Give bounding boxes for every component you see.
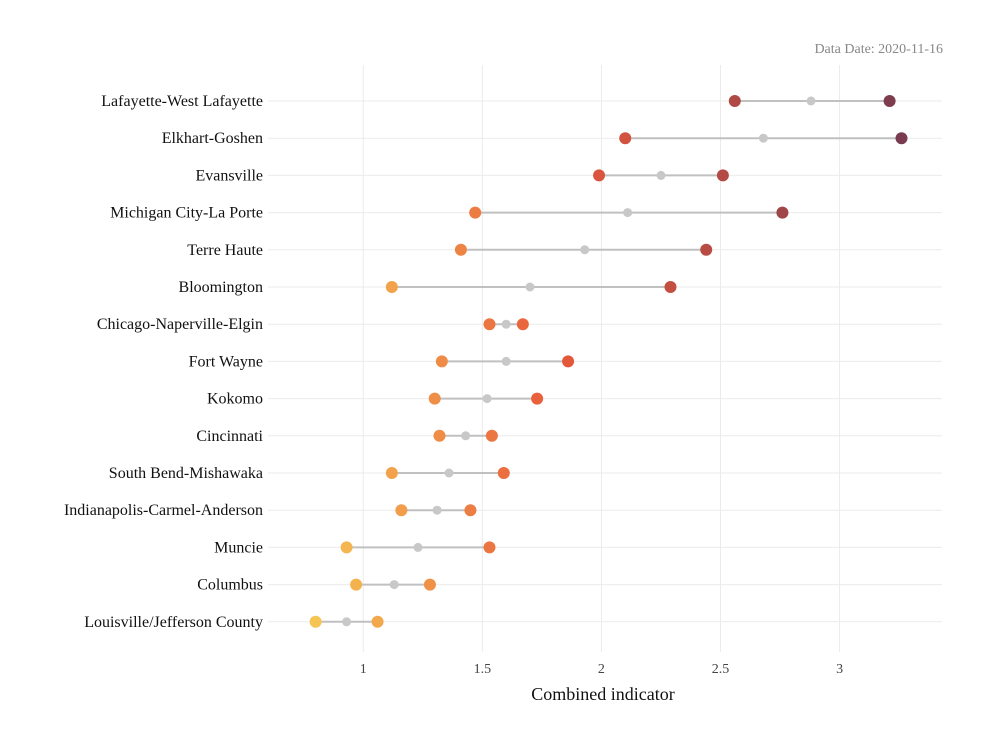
y-axis-labels: Lafayette-West Lafayette Elkhart-Goshen Ev… [64, 93, 264, 631]
x-tick-label: 2.5 [712, 662, 730, 677]
category-label: Indianapolis-Carmel-Anderson [64, 502, 263, 519]
category-label: Lafayette-West Lafayette [101, 93, 263, 110]
high-point [485, 429, 498, 442]
high-point [700, 243, 713, 256]
high-point [516, 318, 529, 331]
x-tick-label: 3 [836, 662, 843, 677]
mid-point [806, 96, 816, 106]
mid-point [501, 356, 511, 366]
high-point [423, 578, 436, 591]
low-point [433, 429, 446, 442]
category-label: Evansville [195, 167, 263, 184]
category-label: Bloomington [179, 279, 263, 296]
category-label: South Bend-Mishawaka [109, 465, 263, 482]
low-point [309, 615, 322, 628]
high-point [776, 206, 789, 219]
low-point [350, 578, 363, 591]
mid-point [656, 170, 666, 180]
category-label: Columbus [197, 577, 263, 594]
low-point [435, 355, 448, 368]
mid-point [758, 133, 768, 143]
low-point [340, 541, 353, 554]
high-point [531, 392, 544, 405]
low-point [593, 169, 606, 182]
mid-point [501, 319, 511, 329]
high-point [562, 355, 575, 368]
low-point [385, 467, 398, 479]
category-label: Terre Haute [187, 242, 263, 259]
mid-point [482, 394, 492, 404]
low-point [428, 392, 441, 405]
category-label: Chicago-Naperville-Elgin [97, 316, 263, 333]
mid-point [580, 245, 590, 255]
mid-point [432, 505, 442, 515]
category-label: Cincinnati [196, 428, 263, 445]
high-point [497, 467, 510, 479]
low-point [385, 281, 398, 293]
low-point [483, 318, 496, 331]
x-axis-title: Combined indicator [531, 684, 674, 704]
x-tick-label: 1 [360, 662, 367, 677]
category-label: Louisville/Jefferson County [84, 614, 263, 631]
mid-point [342, 617, 352, 627]
category-label: Kokomo [207, 391, 263, 408]
category-label: Elkhart-Goshen [162, 130, 263, 147]
mid-point [623, 208, 633, 218]
category-label: Michigan City-La Porte [110, 205, 263, 222]
x-tick-label: 1.5 [474, 662, 492, 677]
x-tick-label: 2 [598, 662, 605, 677]
mid-point [389, 580, 399, 590]
data-date-caption: Data Date: 2020-11-16 [814, 42, 943, 57]
high-point [483, 541, 496, 554]
category-label: Muncie [214, 539, 263, 556]
low-point [728, 95, 741, 107]
mid-point [461, 431, 471, 441]
mid-point [413, 542, 423, 552]
low-point [469, 206, 482, 219]
category-label: Fort Wayne [189, 353, 263, 370]
chart-marks [309, 95, 908, 628]
low-point [619, 132, 632, 145]
high-point [664, 281, 677, 293]
high-point [716, 169, 729, 182]
low-point [454, 243, 467, 256]
high-point [883, 95, 896, 107]
high-point [464, 504, 477, 517]
mid-point [525, 282, 535, 292]
grid-lines [268, 65, 942, 652]
low-point [395, 504, 408, 517]
high-point [895, 132, 908, 145]
mid-point [444, 468, 454, 478]
x-axis-labels: 1 1.5 2 2.5 3 [360, 662, 843, 677]
high-point [371, 615, 384, 628]
